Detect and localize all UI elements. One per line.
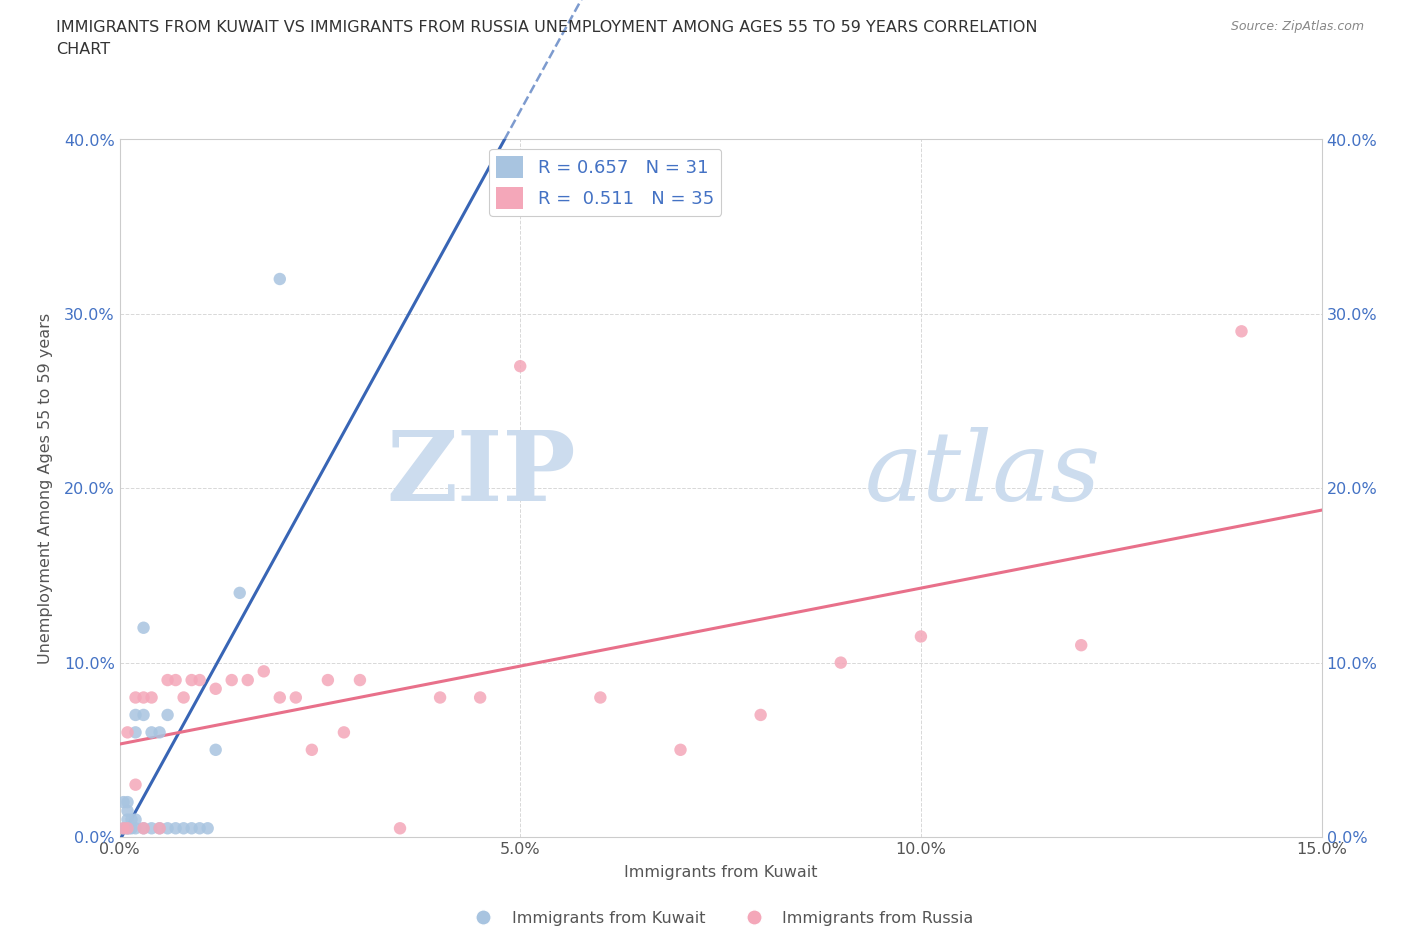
Text: IMMIGRANTS FROM KUWAIT VS IMMIGRANTS FROM RUSSIA UNEMPLOYMENT AMONG AGES 55 TO 5: IMMIGRANTS FROM KUWAIT VS IMMIGRANTS FRO… [56,20,1038,35]
Point [124,708,146,723]
Point [117,804,139,818]
Text: atlas: atlas [865,427,1101,522]
Point [269,272,291,286]
Point [124,690,146,705]
Point [253,664,276,679]
Point [121,812,143,827]
Y-axis label: Unemployment Among Ages 55 to 59 years: Unemployment Among Ages 55 to 59 years [38,312,52,664]
Point [349,672,371,687]
Point [429,690,451,705]
Point [117,821,139,836]
Point [124,821,146,836]
Point [468,690,492,705]
Point [132,708,155,723]
Point [204,682,226,697]
Point [228,586,252,601]
Point [121,821,143,836]
Point [156,672,179,687]
Text: CHART: CHART [56,42,110,57]
Point [149,821,172,836]
Point [132,690,155,705]
Point [156,821,179,836]
Point [132,821,155,836]
Point [188,821,211,836]
Point [910,629,932,644]
Point [830,656,852,671]
Point [197,821,219,836]
Point [112,821,135,836]
Point [117,812,139,827]
Point [165,821,187,836]
Point [132,821,155,836]
Point [388,821,412,836]
Legend: Immigrants from Kuwait, Immigrants from Russia: Immigrants from Kuwait, Immigrants from … [461,904,980,930]
Point [749,708,772,723]
Point [132,620,155,635]
Point [141,725,163,740]
Point [165,672,187,687]
Point [204,742,226,757]
X-axis label: Immigrants from Kuwait: Immigrants from Kuwait [624,865,817,880]
Point [156,708,179,723]
Point [141,690,163,705]
Point [284,690,307,705]
Point [236,672,259,687]
Point [117,821,139,836]
Point [124,812,146,827]
Point [118,821,141,836]
Point [188,672,211,687]
Point [112,794,135,809]
Point [124,725,146,740]
Text: ZIP: ZIP [387,427,576,522]
Point [180,821,202,836]
Point [333,725,356,740]
Point [1230,324,1253,339]
Point [141,821,163,836]
Point [124,777,146,792]
Point [117,794,139,809]
Point [221,672,243,687]
Text: Source: ZipAtlas.com: Source: ZipAtlas.com [1230,20,1364,33]
Point [173,821,195,836]
Point [316,672,339,687]
Point [180,672,202,687]
Point [669,742,692,757]
Point [509,359,531,374]
Point [173,690,195,705]
Point [589,690,612,705]
Point [115,821,138,836]
Point [149,821,172,836]
Point [269,690,291,705]
Point [112,821,135,836]
Point [117,725,139,740]
Point [1070,638,1092,653]
Point [301,742,323,757]
Point [149,725,172,740]
